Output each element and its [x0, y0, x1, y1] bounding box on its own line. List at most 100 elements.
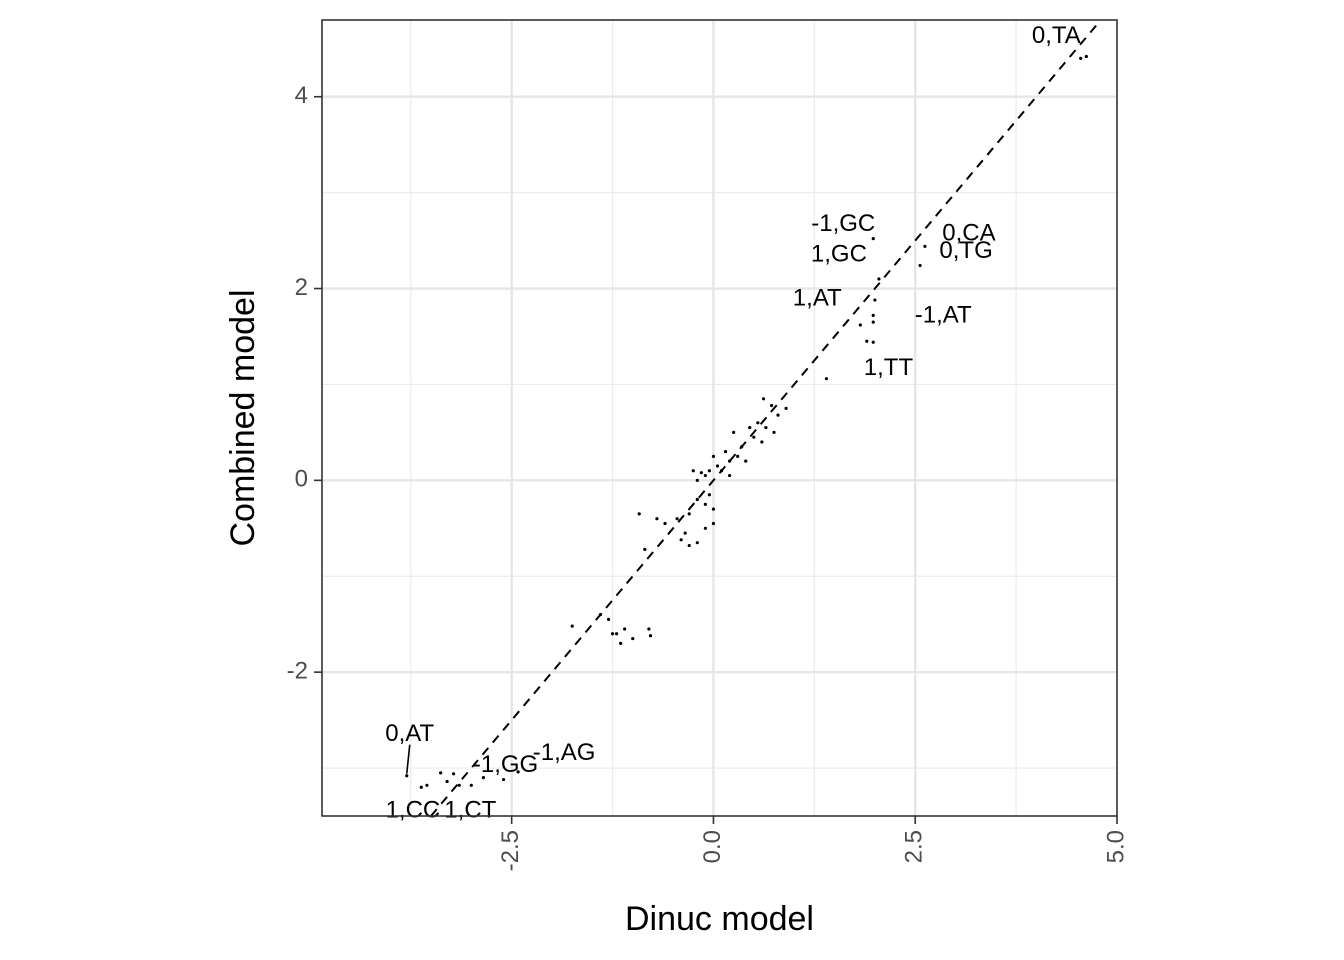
data-point — [623, 627, 627, 631]
data-point — [687, 512, 691, 516]
data-point — [871, 320, 875, 324]
data-point — [647, 627, 651, 631]
data-point — [711, 454, 716, 458]
panel-border — [321, 19, 1118, 817]
data-point — [865, 339, 869, 343]
data-point — [703, 526, 707, 530]
point-label: 1,GC — [811, 240, 867, 267]
point-label: -1,AG — [533, 739, 596, 766]
data-point — [457, 783, 461, 787]
data-point — [687, 543, 691, 548]
data-point — [648, 634, 653, 638]
data-point — [675, 517, 679, 521]
data-point — [707, 469, 712, 473]
data-point — [877, 277, 881, 281]
data-point — [691, 469, 695, 473]
data-point — [695, 541, 699, 545]
data-point — [619, 641, 623, 645]
data-point — [873, 298, 877, 302]
data-point — [481, 776, 486, 780]
data-point — [756, 421, 760, 425]
data-point — [1084, 54, 1088, 59]
data-point — [516, 770, 520, 774]
data-point — [614, 632, 619, 636]
point-label: 0,TG — [939, 237, 992, 264]
data-point — [679, 538, 683, 542]
data-point — [643, 547, 647, 551]
data-point — [923, 244, 927, 248]
y-tick-label: 4 — [295, 82, 308, 109]
data-point — [711, 507, 716, 511]
label-segment — [405, 744, 411, 774]
data-point — [655, 517, 659, 521]
y-tick-label: 2 — [295, 274, 308, 301]
data-point — [419, 785, 423, 789]
data-point — [711, 521, 716, 526]
data-point — [858, 323, 862, 327]
point-label: 0,AT — [385, 720, 434, 747]
data-point — [824, 377, 829, 381]
data-point — [637, 512, 641, 516]
data-point — [695, 497, 699, 502]
data-point — [439, 771, 443, 775]
grid-lines — [322, 20, 1117, 816]
data-point — [727, 473, 732, 478]
point-label: -1,GC — [811, 210, 875, 237]
data-point — [871, 340, 875, 344]
data-point — [683, 531, 687, 535]
reference-line — [430, 19, 1102, 817]
data-point — [715, 464, 720, 468]
data-point — [405, 774, 409, 778]
data-point — [760, 440, 764, 444]
data-point — [740, 445, 744, 449]
x-axis-title: Dinuc model — [625, 900, 814, 938]
data-point — [570, 624, 574, 628]
data-point — [748, 425, 752, 430]
point-labels: 0,TA -1,GC 0,CA 1,GC 0,TG 1,AT -1,AT1,TT 0,AT -1… — [385, 22, 1080, 824]
data-point — [918, 263, 922, 268]
data-point — [784, 406, 788, 411]
data-point — [451, 772, 456, 776]
x-tick-label: 2.5 — [901, 830, 928, 863]
data-point — [727, 459, 732, 463]
y-tick-label: 0 — [295, 466, 308, 493]
data-point — [445, 779, 449, 784]
data-point — [703, 502, 707, 506]
axes: -2.5 0.0 2.5 5.0 -2 0 2 4 — [287, 82, 1130, 871]
label-segments — [405, 744, 411, 774]
data-point — [871, 313, 875, 317]
data-point — [631, 636, 635, 641]
y-axis-title: Combined model — [224, 289, 262, 546]
point-label: -1,AT — [915, 302, 972, 329]
x-tick-label: 0.0 — [699, 830, 726, 863]
reference-line-group — [430, 19, 1102, 817]
data-point — [761, 397, 766, 401]
data-point — [752, 435, 756, 439]
data-point — [598, 613, 603, 617]
data-point — [610, 632, 615, 636]
point-label: 1,AT — [793, 285, 842, 312]
data-point — [663, 521, 667, 526]
data-points — [405, 54, 1088, 789]
data-point — [695, 478, 699, 482]
point-label: 1,TT — [864, 354, 914, 381]
data-point — [1079, 56, 1083, 60]
point-label: 0,CA — [942, 220, 995, 247]
x-tick-label: -2.5 — [497, 830, 524, 871]
data-point — [699, 471, 703, 475]
data-point — [764, 425, 768, 430]
data-point — [501, 777, 506, 782]
data-point — [703, 473, 707, 478]
point-label: -1,GG — [473, 751, 538, 778]
data-point — [719, 469, 724, 473]
data-point — [425, 783, 429, 787]
point-label: 0,TA — [1032, 22, 1081, 49]
data-point — [772, 430, 776, 434]
data-point — [769, 403, 774, 408]
x-tick-label: 5.0 — [1102, 830, 1129, 863]
data-point — [707, 493, 712, 497]
data-point — [871, 237, 875, 241]
point-label: 1,CC — [386, 797, 441, 824]
point-label: 1,CT — [444, 797, 496, 824]
